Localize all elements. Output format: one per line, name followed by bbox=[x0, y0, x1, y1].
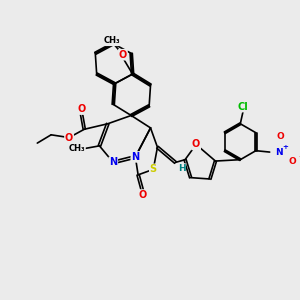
Text: CH₃: CH₃ bbox=[68, 144, 85, 153]
Text: O: O bbox=[289, 157, 297, 166]
Text: Cl: Cl bbox=[238, 102, 248, 112]
Text: O: O bbox=[138, 190, 146, 200]
Text: O: O bbox=[276, 132, 284, 141]
Text: N: N bbox=[109, 158, 117, 167]
Text: CH₃: CH₃ bbox=[103, 36, 120, 45]
Text: N: N bbox=[275, 148, 282, 157]
Text: O: O bbox=[119, 50, 127, 60]
Text: O: O bbox=[192, 140, 200, 149]
Text: S: S bbox=[150, 164, 157, 174]
Text: +: + bbox=[282, 144, 288, 150]
Text: H: H bbox=[178, 164, 185, 173]
Text: N: N bbox=[131, 152, 140, 162]
Text: O: O bbox=[77, 104, 86, 114]
Text: O: O bbox=[65, 133, 73, 142]
Text: ⁻: ⁻ bbox=[298, 153, 300, 162]
